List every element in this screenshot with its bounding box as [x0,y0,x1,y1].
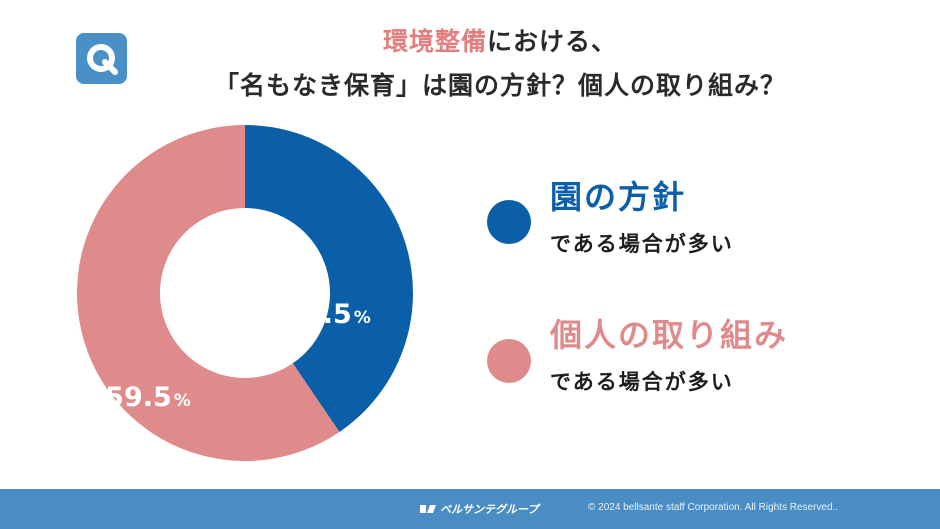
footer-logo: ベルサンテグループ [420,501,538,517]
legend-dot-individual [487,339,531,383]
legend-name-policy: 園の方針 [550,178,687,216]
title-accent: 環境整備 [382,27,487,56]
donut-slice-0 [245,125,414,432]
legend-sub-individual: である場合が多い [550,370,734,394]
q-badge [76,33,127,84]
q-badge-icon [86,43,118,75]
title-line-1: 環境整備における、 [150,20,850,64]
title-line-2: 「名もなき保育」は園の方針？個人の取り組み？ [213,71,786,100]
bellsante-logo-icon [420,505,436,513]
legend-sub-policy: である場合が多い [550,232,734,256]
footer-bar: ベルサンテグループ © 2024 bellsante staff Corpora… [0,489,940,529]
donut-slice-label-0: 40.5% [285,299,371,330]
legend-name-individual: 個人の取り組み [550,316,789,354]
donut-chart: 40.5 % 59.5% [77,125,414,461]
donut-slice-1 [77,125,340,461]
footer-copyright: © 2024 bellsante staff Corporation. All … [588,502,839,513]
legend-dot-policy [487,200,531,244]
donut-slice-label-1: 59.5% [105,382,191,413]
footer-logo-text: ベルサンテグループ [440,503,539,516]
title-line-1-rest: における、 [487,27,618,56]
page-title: 環境整備における、 「名もなき保育」は園の方針？個人の取り組み？ [150,20,850,108]
